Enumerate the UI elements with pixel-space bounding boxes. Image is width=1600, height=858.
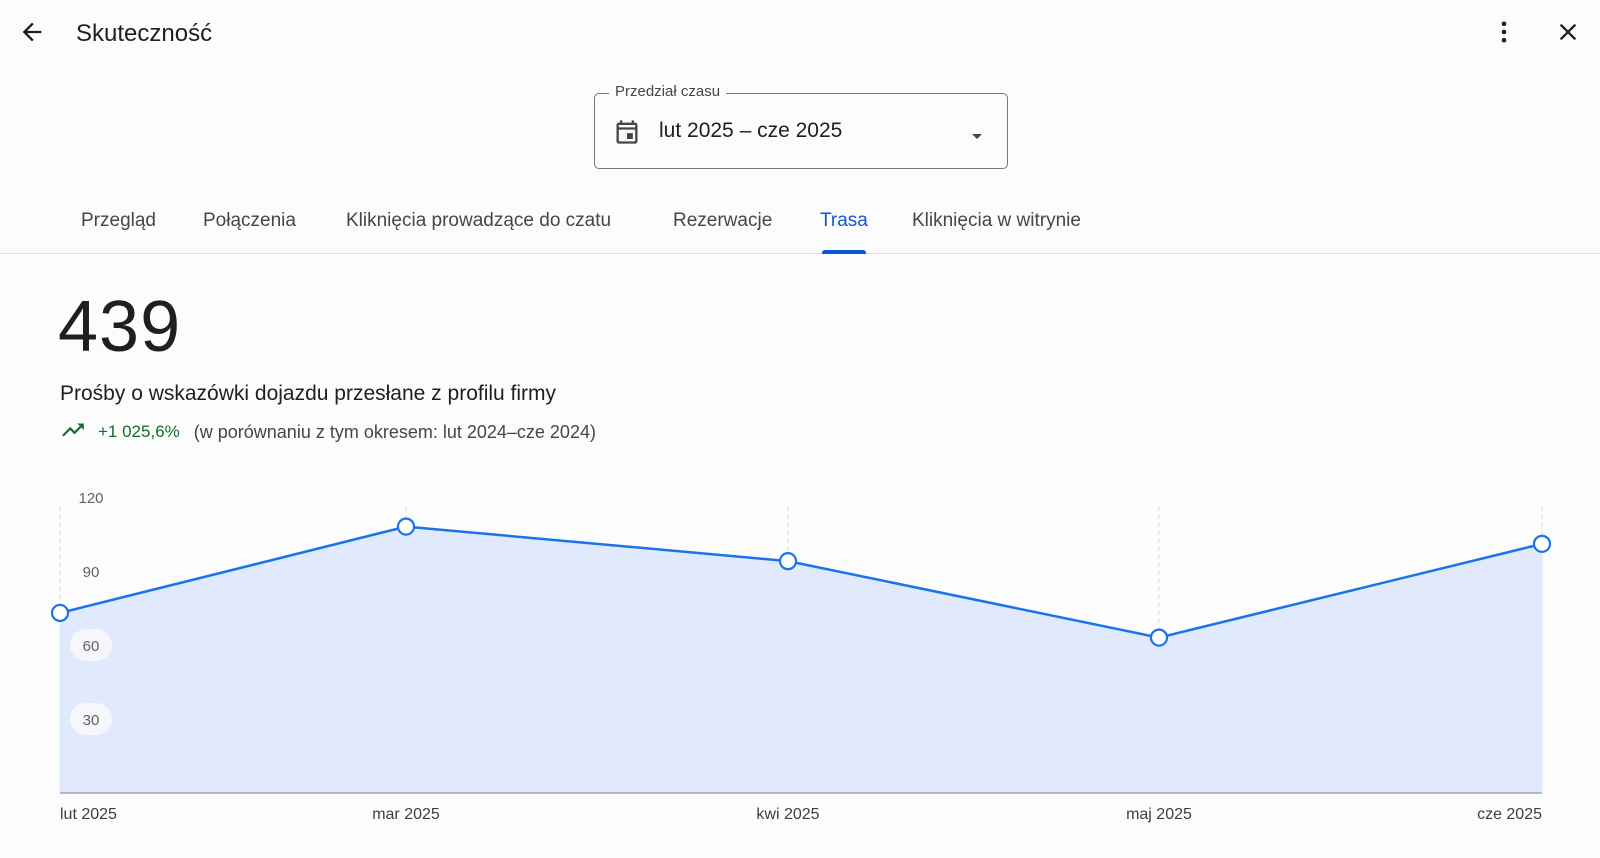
x-tick-label: cze 2025 <box>1477 806 1542 823</box>
tab-klikniecia-witryna[interactable]: Kliknięcia w witrynie <box>912 210 1081 231</box>
metric-value: 439 <box>58 287 182 367</box>
date-range-select[interactable]: Przedział czasu lut 2025 – cze 2025 <box>594 83 1008 169</box>
tab-bar: Przegląd Połączenia Kliknięcia prowadząc… <box>0 196 1600 254</box>
x-tick-label: kwi 2025 <box>756 806 819 823</box>
arrow-drop-down-icon <box>965 124 989 153</box>
tab-trasa[interactable]: Trasa <box>820 210 868 231</box>
tab-klikniecia-czat[interactable]: Kliknięcia prowadzące do czatu <box>346 210 612 231</box>
back-button[interactable] <box>10 12 54 56</box>
metric-description: Prośby o wskazówki dojazdu przesłane z p… <box>60 382 557 405</box>
more-vert-icon <box>1490 18 1518 51</box>
tab-przeglad[interactable]: Przegląd <box>81 210 156 231</box>
x-tick-label: mar 2025 <box>372 806 440 823</box>
directions-chart: 30 60 90 120 lut 2025 mar 2025 kwi 2025 maj 202… <box>0 480 1600 853</box>
y-tick-label-bg <box>70 703 112 735</box>
trend-row: +1 025,6% (w porównaniu z tym okresem: l… <box>60 420 596 444</box>
tab-polaczenia[interactable]: Połączenia <box>203 210 296 231</box>
chart-data-point <box>778 552 798 571</box>
close-icon <box>1554 18 1582 51</box>
chart-svg: 30 60 90 120 lut 2025 mar 2025 kwi 2025 maj 202… <box>50 490 1552 823</box>
trend-comparison: (w porównaniu z tym okresem: lut 2024–cz… <box>193 421 596 442</box>
calendar-icon <box>613 118 641 151</box>
date-range-label: Przedział czasu <box>609 83 727 100</box>
date-range-value: lut 2025 – cze 2025 <box>659 119 843 142</box>
x-tick-label: lut 2025 <box>60 806 117 823</box>
x-tick-label: maj 2025 <box>1126 806 1192 823</box>
chart-data-point <box>1532 534 1552 553</box>
top-app-bar: Skuteczność <box>0 0 1600 68</box>
y-tick-label: 60 <box>83 638 100 655</box>
active-tab-indicator <box>822 250 866 254</box>
arrow-back-icon <box>18 18 46 51</box>
chart-area <box>60 526 1542 793</box>
tab-rezerwacje[interactable]: Rezerwacje <box>673 210 773 231</box>
page-title: Skuteczność <box>76 20 213 47</box>
y-tick-label-bg <box>70 629 112 661</box>
y-tick-label: 120 <box>78 490 103 507</box>
y-tick-label: 30 <box>83 712 100 729</box>
chart-data-point <box>1149 628 1169 647</box>
trending-up-icon <box>60 417 86 448</box>
trend-value: +1 025,6% <box>98 422 180 441</box>
close-button[interactable] <box>1546 12 1590 56</box>
y-tick-label: 90 <box>83 564 100 581</box>
chart-data-point <box>50 603 70 623</box>
chart-data-point <box>396 517 416 536</box>
more-options-button[interactable] <box>1482 12 1526 56</box>
